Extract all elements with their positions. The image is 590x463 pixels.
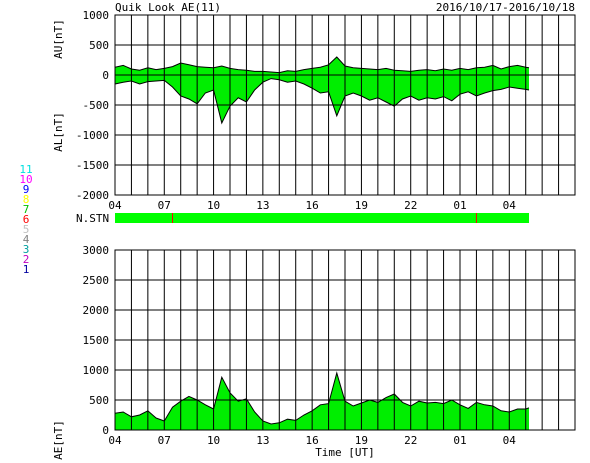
ae-line (114, 371, 530, 425)
xtick-label: 04 (108, 199, 122, 212)
station-status-bar: N.STN (76, 212, 529, 225)
station-label-5: 5 (22, 223, 30, 236)
ytick-label: 500 (89, 394, 109, 407)
station-label-9: 9 (22, 183, 30, 196)
status-bar-fill (115, 213, 529, 223)
al-axis-label: AL[nT] (52, 112, 65, 152)
ytick-label: 3000 (83, 244, 110, 257)
xtick-label: 22 (404, 434, 417, 447)
xtick-label: 07 (158, 434, 171, 447)
ytick-label: 0 (102, 69, 109, 82)
ytick-label: -2000 (76, 189, 109, 202)
xtick-label: 22 (404, 199, 417, 212)
xtick-label: 07 (158, 199, 171, 212)
xtick-label: 04 (503, 434, 517, 447)
ytick-label: 2500 (83, 274, 110, 287)
xtick-label: 13 (256, 199, 269, 212)
au-axis-label: AU[nT] (52, 19, 65, 59)
xtick-label: 01 (453, 434, 466, 447)
station-legend: 11 10 9 8 7 6 5 4 3 2 1 (14, 163, 38, 276)
ytick-label: -1000 (76, 129, 109, 142)
xtick-label: 01 (453, 199, 466, 212)
station-label-4: 4 (22, 233, 30, 246)
chart-title: Quik Look AE(11) (115, 1, 221, 14)
xtick-label: 04 (108, 434, 122, 447)
ae-axis-label: AE[nT] (52, 420, 65, 460)
plot-frame (114, 249, 576, 431)
status-bar-label: N.STN (76, 212, 109, 225)
ytick-label: 1000 (83, 364, 110, 377)
xtick-label: 13 (256, 434, 269, 447)
ae-area (115, 373, 529, 430)
station-label-11: 11 (19, 163, 33, 176)
ytick-label: 0 (102, 424, 109, 437)
ytick-label: -1500 (76, 159, 109, 172)
ytick-label: -500 (83, 99, 110, 112)
xtick-label: 19 (355, 434, 368, 447)
ytick-label: 1000 (83, 9, 110, 22)
station-label-6: 6 (22, 213, 30, 226)
ytick-label: 1500 (83, 334, 110, 347)
plot-frame (114, 14, 576, 196)
xtick-label: 16 (306, 434, 319, 447)
ytick-label: 2000 (83, 304, 110, 317)
station-label-2: 2 (22, 253, 30, 266)
au-line (114, 56, 530, 74)
station-label-10: 10 (19, 173, 33, 186)
xtick-label: 04 (503, 199, 517, 212)
station-label-3: 3 (22, 243, 30, 256)
station-label-8: 8 (22, 193, 30, 206)
xtick-label: 10 (207, 434, 220, 447)
station-label-1: 1 (22, 263, 30, 276)
au-al-band (115, 57, 529, 123)
ytick-label: 500 (89, 39, 109, 52)
date-range: 2016/10/17-2016/10/18 (436, 1, 575, 14)
xtick-label: 16 (306, 199, 319, 212)
xtick-label: 19 (355, 199, 368, 212)
x-axis-label: Time [UT] (315, 446, 375, 459)
al-line (114, 78, 530, 125)
xtick-label: 10 (207, 199, 220, 212)
station-label-7: 7 (22, 203, 30, 216)
